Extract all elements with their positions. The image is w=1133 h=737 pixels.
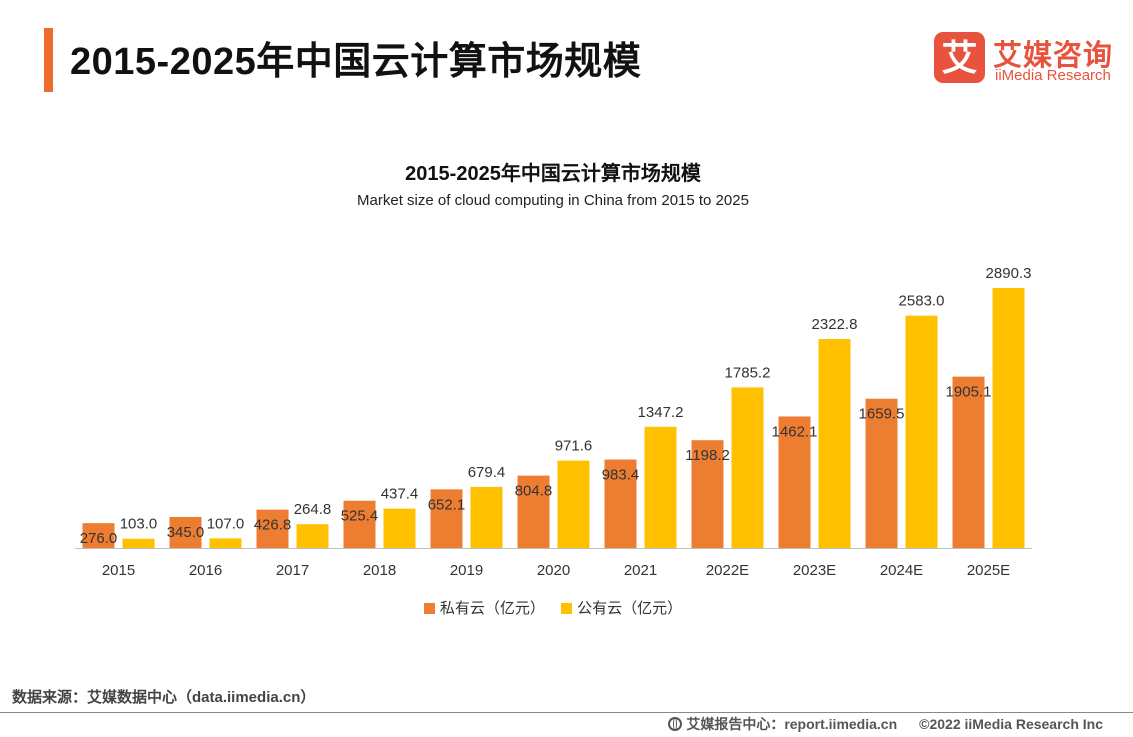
x-tick-label-2015: 2015 bbox=[102, 562, 135, 579]
bar-private-cloud-2019 bbox=[430, 489, 463, 548]
data-label-public-cloud-2015: 103.0 bbox=[120, 516, 158, 533]
x-tick-label-2022E: 2022E bbox=[706, 562, 749, 579]
legend-item-public-cloud: 公有云（亿元） bbox=[561, 597, 682, 618]
bar-public-cloud-2018 bbox=[383, 508, 416, 548]
data-source-note: 数据来源：艾媒数据中心（data.iimedia.cn） bbox=[12, 689, 316, 706]
data-label-public-cloud-2016: 107.0 bbox=[207, 515, 245, 532]
bar-public-cloud-2016 bbox=[209, 538, 242, 548]
bar-public-cloud-2021 bbox=[644, 426, 677, 548]
data-label-private-cloud-2023E: 1462.1 bbox=[772, 423, 818, 440]
legend-label-public-cloud: 公有云（亿元） bbox=[577, 600, 683, 617]
x-tick-label-2017: 2017 bbox=[276, 562, 309, 579]
copyright: ©2022 iiMedia Research Inc bbox=[919, 716, 1103, 732]
data-label-private-cloud-2025E: 1905.1 bbox=[946, 384, 992, 401]
logo-name-cn: 艾媒咨询 bbox=[993, 40, 1114, 72]
data-label-private-cloud-2021: 983.4 bbox=[602, 467, 640, 484]
data-label-private-cloud-2015: 276.0 bbox=[80, 530, 118, 547]
data-label-public-cloud-2020: 971.6 bbox=[555, 438, 593, 455]
data-label-private-cloud-2022E: 1198.2 bbox=[685, 447, 730, 464]
bar-public-cloud-2015 bbox=[122, 538, 155, 548]
data-label-public-cloud-2025E: 2890.3 bbox=[986, 265, 1032, 282]
brand-logo: 艾 艾媒咨询 iiMedia Research bbox=[934, 32, 1119, 87]
chart-subtitle: Market size of cloud computing in China … bbox=[357, 192, 749, 209]
footer: 艾媒报告中心：report.iimedia.cn ©2022 iiMedia Re… bbox=[668, 714, 1103, 734]
bar-private-cloud-2023E bbox=[778, 416, 811, 548]
footer-divider bbox=[0, 712, 1133, 713]
page-title: 2015-2025年中国云计算市场规模 bbox=[70, 41, 642, 83]
x-tick-label-2018: 2018 bbox=[363, 562, 396, 579]
bar-public-cloud-2017 bbox=[296, 524, 329, 548]
chart-title: 2015-2025年中国云计算市场规模 bbox=[405, 163, 701, 185]
x-tick-label-2021: 2021 bbox=[624, 562, 657, 579]
x-tick-label-2016: 2016 bbox=[189, 562, 222, 579]
bar-private-cloud-2022E bbox=[691, 440, 724, 548]
data-label-private-cloud-2017: 426.8 bbox=[254, 517, 292, 534]
bar-private-cloud-2016 bbox=[169, 516, 202, 548]
bar-private-cloud-2015 bbox=[82, 523, 115, 548]
data-label-public-cloud-2024E: 2583.0 bbox=[899, 293, 945, 310]
legend-item-private-cloud: 私有云（亿元） bbox=[423, 597, 545, 618]
data-label-public-cloud-2017: 264.8 bbox=[294, 501, 332, 518]
bar-public-cloud-2023E bbox=[818, 339, 851, 548]
data-label-public-cloud-2019: 679.4 bbox=[468, 464, 506, 481]
chart-legend: 私有云（亿元） 公有云（亿元） bbox=[0, 597, 1106, 618]
x-tick-label-2025E: 2025E bbox=[967, 562, 1010, 579]
legend-label-private-cloud: 私有云（亿元） bbox=[439, 600, 545, 617]
bar-private-cloud-2024E bbox=[865, 398, 898, 548]
globe-icon bbox=[668, 717, 683, 731]
legend-swatch-public-cloud bbox=[561, 603, 573, 614]
data-label-private-cloud-2016: 345.0 bbox=[167, 524, 205, 541]
bar-public-cloud-2019 bbox=[470, 486, 503, 548]
bar-public-cloud-2024E bbox=[905, 315, 938, 548]
bar-private-cloud-2020 bbox=[517, 475, 550, 548]
data-label-private-cloud-2019: 652.1 bbox=[428, 496, 466, 513]
title-accent-bar bbox=[44, 28, 53, 92]
data-label-public-cloud-2023E: 2322.8 bbox=[812, 316, 858, 333]
data-label-private-cloud-2018: 525.4 bbox=[341, 508, 379, 525]
bar-private-cloud-2018 bbox=[343, 500, 376, 548]
bar-public-cloud-2020 bbox=[557, 460, 590, 548]
x-tick-label-2019: 2019 bbox=[450, 562, 483, 579]
bar-public-cloud-2022E bbox=[731, 387, 764, 548]
data-label-public-cloud-2018: 437.4 bbox=[381, 486, 419, 503]
report-center-link[interactable]: 艾媒报告中心：report.iimedia.cn bbox=[686, 716, 898, 732]
x-tick-label-2023E: 2023E bbox=[793, 562, 836, 579]
data-label-public-cloud-2021: 1347.2 bbox=[638, 404, 684, 421]
data-label-private-cloud-2020: 804.8 bbox=[515, 483, 553, 500]
x-tick-label-2024E: 2024E bbox=[880, 562, 923, 579]
legend-swatch-private-cloud bbox=[423, 603, 435, 614]
bar-private-cloud-2025E bbox=[952, 376, 985, 548]
logo-mark-icon: 艾 bbox=[934, 32, 985, 83]
logo-name-en: iiMedia Research bbox=[995, 67, 1111, 84]
data-label-public-cloud-2022E: 1785.2 bbox=[725, 364, 771, 381]
x-tick-label-2020: 2020 bbox=[537, 562, 570, 579]
bar-private-cloud-2021 bbox=[604, 459, 637, 548]
bar-public-cloud-2025E bbox=[992, 288, 1025, 548]
data-label-private-cloud-2024E: 1659.5 bbox=[859, 406, 905, 423]
bar-private-cloud-2017 bbox=[256, 509, 289, 548]
